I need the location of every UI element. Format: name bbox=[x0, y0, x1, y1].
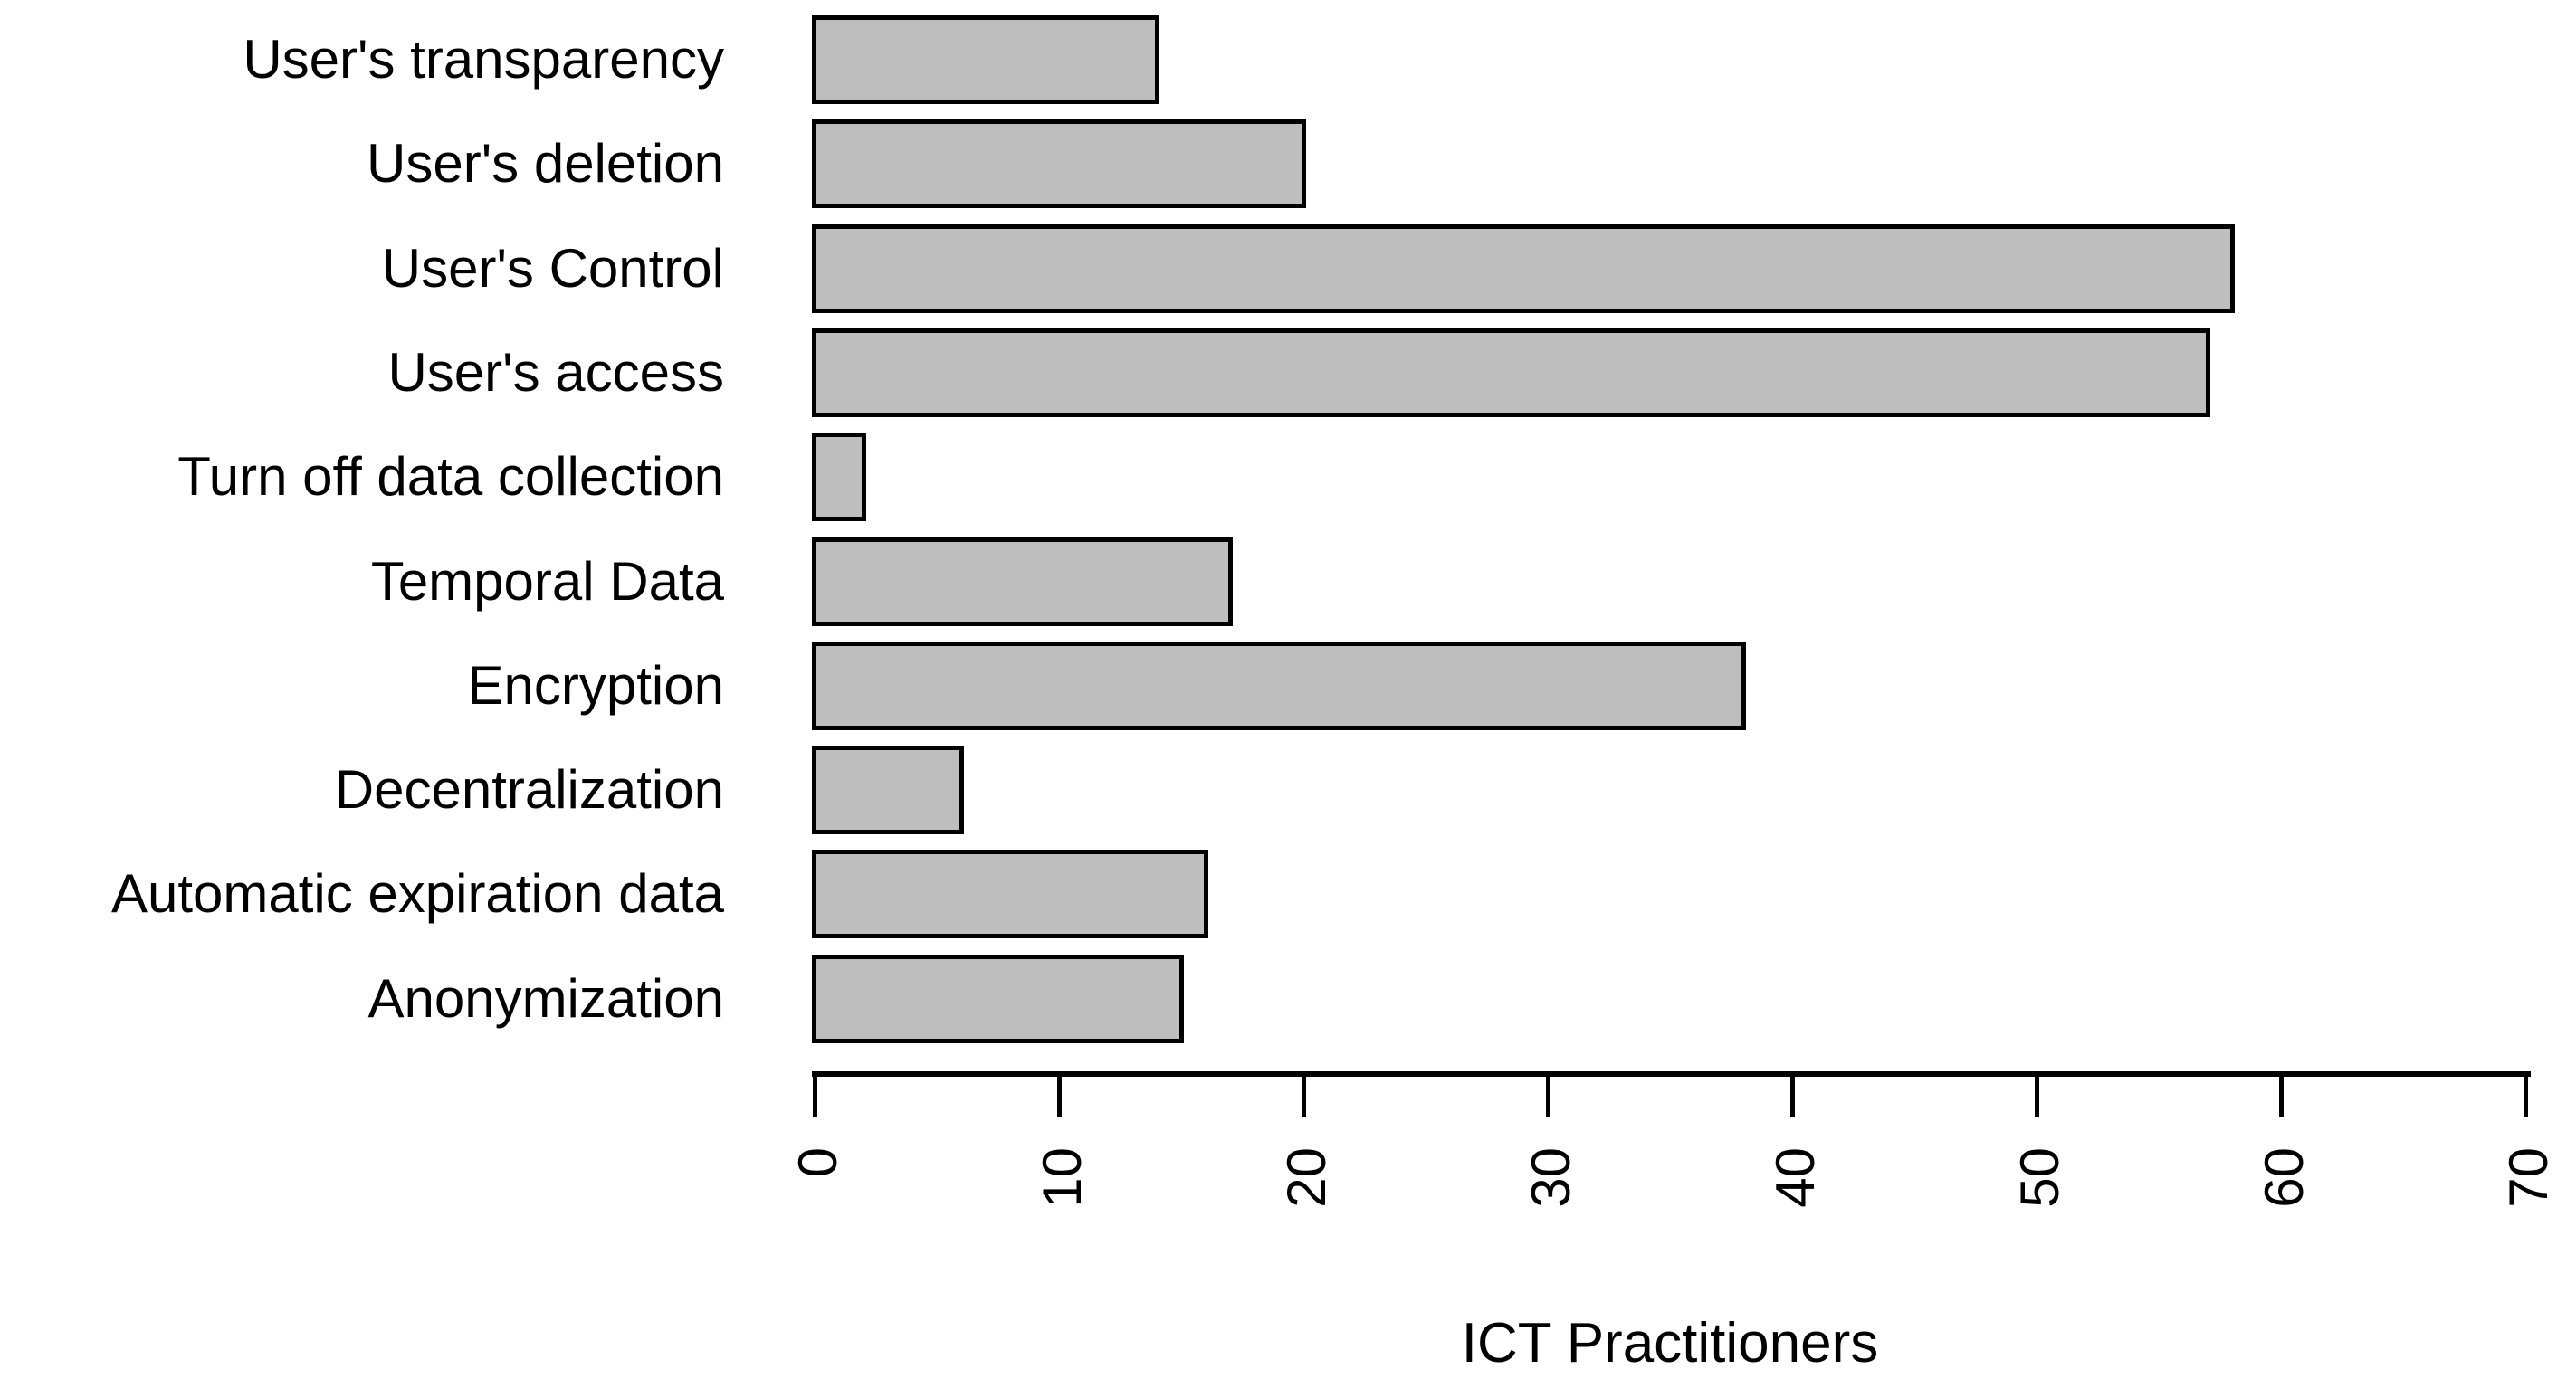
bar bbox=[812, 955, 1184, 1043]
x-axis-tick bbox=[1057, 1071, 1062, 1117]
x-axis-tick-label: 30 bbox=[1521, 1147, 1581, 1208]
x-axis-title: ICT Practitioners bbox=[1461, 1312, 1879, 1374]
bar bbox=[812, 15, 1159, 104]
bar bbox=[812, 224, 2235, 313]
x-axis-tick bbox=[813, 1071, 817, 1117]
x-axis-tick-label: 20 bbox=[1276, 1147, 1337, 1208]
category-label: User's Control bbox=[381, 238, 724, 299]
category-label: User's deletion bbox=[367, 133, 724, 194]
x-axis-tick bbox=[2279, 1071, 2284, 1117]
x-axis-tick bbox=[1302, 1071, 1306, 1117]
bar bbox=[812, 746, 964, 834]
x-axis-tick-label: 40 bbox=[1765, 1147, 1826, 1208]
x-axis-tick-label: 0 bbox=[787, 1147, 848, 1178]
category-label: Encryption bbox=[467, 655, 724, 716]
x-axis-tick bbox=[1790, 1071, 1795, 1117]
bar bbox=[812, 328, 2210, 417]
x-axis-tick-label: 10 bbox=[1032, 1147, 1092, 1208]
category-label: User's access bbox=[387, 342, 724, 403]
bar bbox=[812, 850, 1208, 938]
x-axis-tick-label: 70 bbox=[2498, 1147, 2559, 1208]
category-label: Automatic expiration data bbox=[110, 863, 724, 924]
x-axis-tick-label: 50 bbox=[2009, 1147, 2070, 1208]
bar bbox=[812, 119, 1306, 208]
category-label: Temporal Data bbox=[370, 551, 724, 612]
x-axis-tick bbox=[1546, 1071, 1550, 1117]
bar bbox=[812, 433, 866, 521]
bar bbox=[812, 537, 1233, 626]
x-axis-tick-label: 60 bbox=[2254, 1147, 2314, 1208]
x-axis-tick bbox=[2035, 1071, 2039, 1117]
category-label: Anonymization bbox=[367, 968, 724, 1029]
category-label: Decentralization bbox=[334, 759, 724, 820]
x-axis-line bbox=[812, 1071, 2531, 1077]
x-axis-tick bbox=[2524, 1071, 2528, 1117]
category-label: Turn off data collection bbox=[177, 446, 724, 507]
bar bbox=[812, 642, 1746, 730]
category-label: User's transparency bbox=[243, 29, 724, 90]
